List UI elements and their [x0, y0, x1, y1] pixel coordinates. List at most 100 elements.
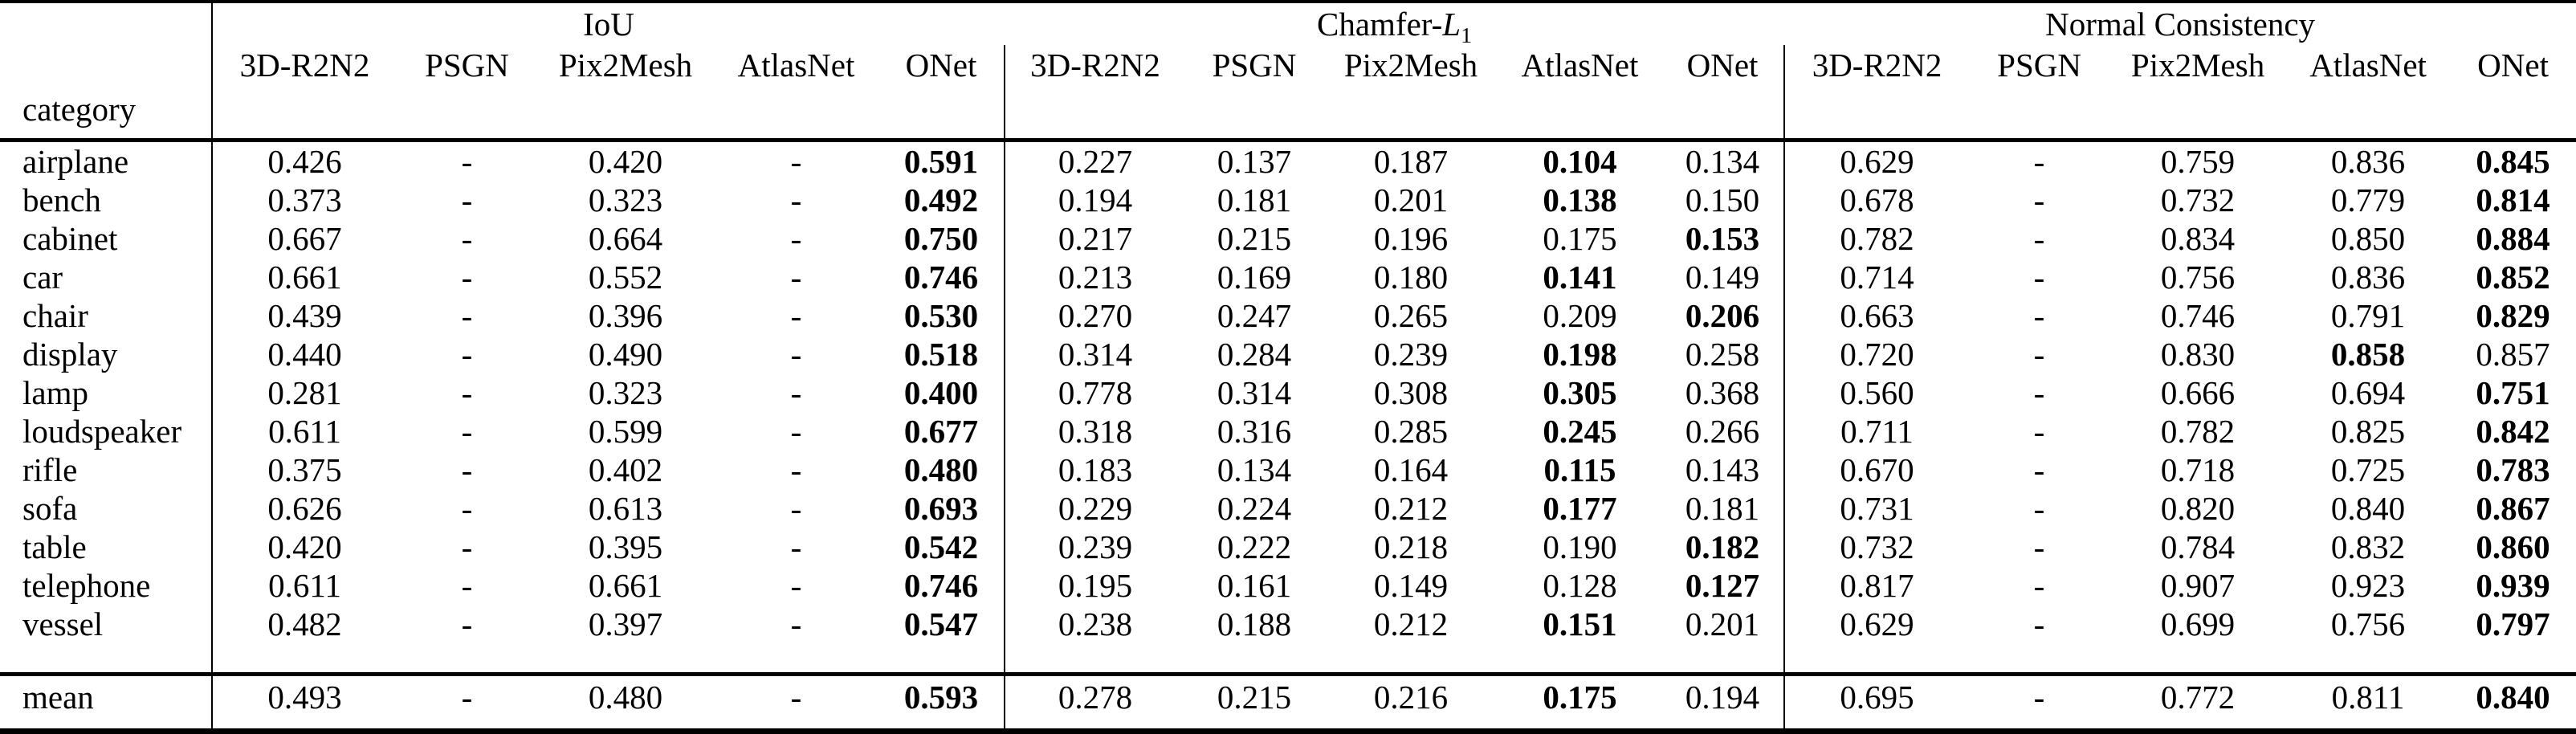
value-cell: 0.907	[2160, 567, 2236, 604]
value-cell: 0.314	[1004, 335, 1185, 373]
table-row-mean: mean 0.493 - 0.480 - 0.593 0.278 0.215 0.216 0.17…	[0, 674, 2576, 732]
method-header-onet: ONet	[2477, 47, 2549, 84]
value-cell: -	[790, 490, 802, 527]
category-cell: sofa	[22, 490, 78, 527]
value-cell: 0.239	[1004, 528, 1185, 566]
value-cell: 0.183	[1004, 451, 1185, 489]
value-cell: 0.169	[1217, 259, 1292, 296]
value-cell: 0.791	[2330, 297, 2406, 334]
value-cell: 0.670	[1783, 451, 1969, 489]
body-tbody: airplane 0.426 - 0.420 - 0.591 0.227 0.137 0.187…	[0, 142, 2576, 672]
value-cell: -	[2033, 374, 2045, 411]
value-cell: -	[461, 567, 473, 604]
value-cell: -	[790, 679, 802, 716]
method-header-onet: ONet	[1686, 47, 1759, 84]
value-cell: 0.547	[903, 606, 979, 642]
table-row-rifle: rifle 0.375 - 0.402 - 0.480 0.183 0.134 0.164 0.1…	[0, 451, 2576, 489]
value-cell: 0.784	[2160, 528, 2236, 565]
value-cell: 0.830	[2160, 336, 2236, 373]
value-cell: 0.215	[1217, 220, 1292, 257]
table-row-chair: chair 0.439 - 0.396 - 0.530 0.270 0.247 0.265 0.2…	[0, 296, 2576, 335]
table-row-loudspeaker: loudspeaker 0.611 - 0.599 - 0.677 0.318 0.316 0.…	[0, 412, 2576, 451]
value-cell: -	[2033, 297, 2045, 334]
method-header-atlasnet: AtlasNet	[737, 47, 855, 84]
value-cell: 0.177	[1543, 490, 1617, 527]
value-cell: 0.141	[1543, 259, 1617, 296]
value-cell: 0.732	[2160, 181, 2236, 218]
value-cell: 0.206	[1685, 297, 1760, 334]
header-table: category IoU Chamfer-L1 Normal Consisten…	[0, 0, 2576, 142]
value-cell: -	[461, 259, 473, 296]
value-cell: 0.245	[1543, 413, 1617, 450]
value-cell: 0.731	[1783, 489, 1969, 528]
value-cell: 0.613	[588, 490, 663, 527]
value-cell: 0.212	[1373, 490, 1449, 527]
table-row-lamp: lamp 0.281 - 0.323 - 0.400 0.778 0.314 0.308 0.30…	[0, 373, 2576, 412]
value-cell: 0.591	[903, 143, 979, 180]
value-cell: 0.222	[1217, 528, 1292, 565]
value-cell: 0.153	[1685, 220, 1760, 257]
value-cell: 0.746	[903, 259, 979, 296]
value-cell: 0.198	[1543, 336, 1617, 373]
value-cell: 0.194	[1685, 679, 1760, 716]
table-row-display: display 0.440 - 0.490 - 0.518 0.314 0.284 0.239 0…	[0, 335, 2576, 373]
value-cell: 0.840	[2330, 490, 2406, 527]
value-cell: 0.270	[1004, 296, 1185, 335]
value-cell: -	[2033, 451, 2045, 488]
method-header-psgn: PSGN	[1997, 47, 2081, 84]
value-cell: 0.368	[1685, 374, 1760, 411]
value-cell: 0.661	[211, 258, 397, 296]
value-cell: 0.778	[1004, 373, 1185, 412]
value-cell: -	[461, 374, 473, 411]
value-cell: 0.128	[1543, 567, 1617, 604]
value-cell: 0.884	[2476, 220, 2550, 257]
value-cell: 0.181	[1685, 490, 1760, 527]
value-cell: 0.187	[1373, 143, 1449, 180]
value-cell: 0.530	[903, 297, 979, 334]
value-cell: 0.834	[2160, 220, 2236, 257]
group-label-chamfer: Chamfer-L1	[1005, 2, 1784, 45]
value-cell: 0.772	[2160, 679, 2236, 716]
category-cell: chair	[22, 297, 88, 334]
value-cell: 0.190	[1543, 528, 1617, 565]
table-row-vessel: vessel 0.482 - 0.397 - 0.547 0.238 0.188 0.212 0.…	[0, 605, 2576, 672]
value-cell: 0.518	[903, 336, 979, 373]
value-cell: 0.720	[1783, 335, 1969, 373]
value-cell: 0.323	[588, 181, 663, 218]
value-cell: 0.593	[903, 679, 979, 716]
value-cell: -	[790, 451, 802, 488]
value-cell: 0.247	[1217, 297, 1292, 334]
value-cell: 0.196	[1373, 220, 1449, 257]
value-cell: -	[2033, 259, 2045, 296]
value-cell: 0.711	[1783, 412, 1969, 451]
value-cell: 0.750	[903, 220, 979, 257]
value-cell: 0.201	[1685, 606, 1760, 642]
value-cell: 0.840	[2476, 679, 2550, 716]
value-cell: 0.663	[1783, 296, 1969, 335]
table-row-sofa: sofa 0.626 - 0.613 - 0.693 0.229 0.224 0.212 0.17…	[0, 489, 2576, 528]
value-cell: 0.284	[1217, 336, 1292, 373]
value-cell: 0.373	[211, 181, 397, 219]
method-header-3d-r2n2: 3D-R2N2	[1004, 45, 1185, 85]
value-cell: 0.314	[1217, 374, 1292, 411]
value-cell: 0.266	[1685, 413, 1760, 450]
value-cell: 0.695	[1783, 674, 1969, 732]
value-cell: -	[2033, 490, 2045, 527]
value-cell: 0.143	[1685, 451, 1760, 488]
value-cell: 0.217	[1004, 219, 1185, 258]
value-cell: -	[461, 220, 473, 257]
method-header-pix2mesh: Pix2Mesh	[558, 47, 693, 84]
value-cell: 0.285	[1373, 413, 1449, 450]
value-cell: 0.629	[1783, 142, 1969, 181]
value-cell: 0.746	[2160, 297, 2236, 334]
value-cell: 0.239	[1373, 336, 1449, 373]
value-cell: 0.480	[588, 679, 663, 716]
value-cell: 0.215	[1217, 679, 1292, 716]
value-cell: -	[790, 374, 802, 411]
value-cell: 0.542	[903, 528, 979, 565]
value-cell: -	[461, 336, 473, 373]
methods-row: 3D-R2N2 PSGN Pix2Mesh AtlasNet ONet 3D-R2N2 PS…	[0, 45, 2576, 85]
value-cell: 0.939	[2476, 567, 2550, 604]
value-cell: 0.797	[2476, 606, 2550, 642]
value-cell: 0.318	[1004, 412, 1185, 451]
